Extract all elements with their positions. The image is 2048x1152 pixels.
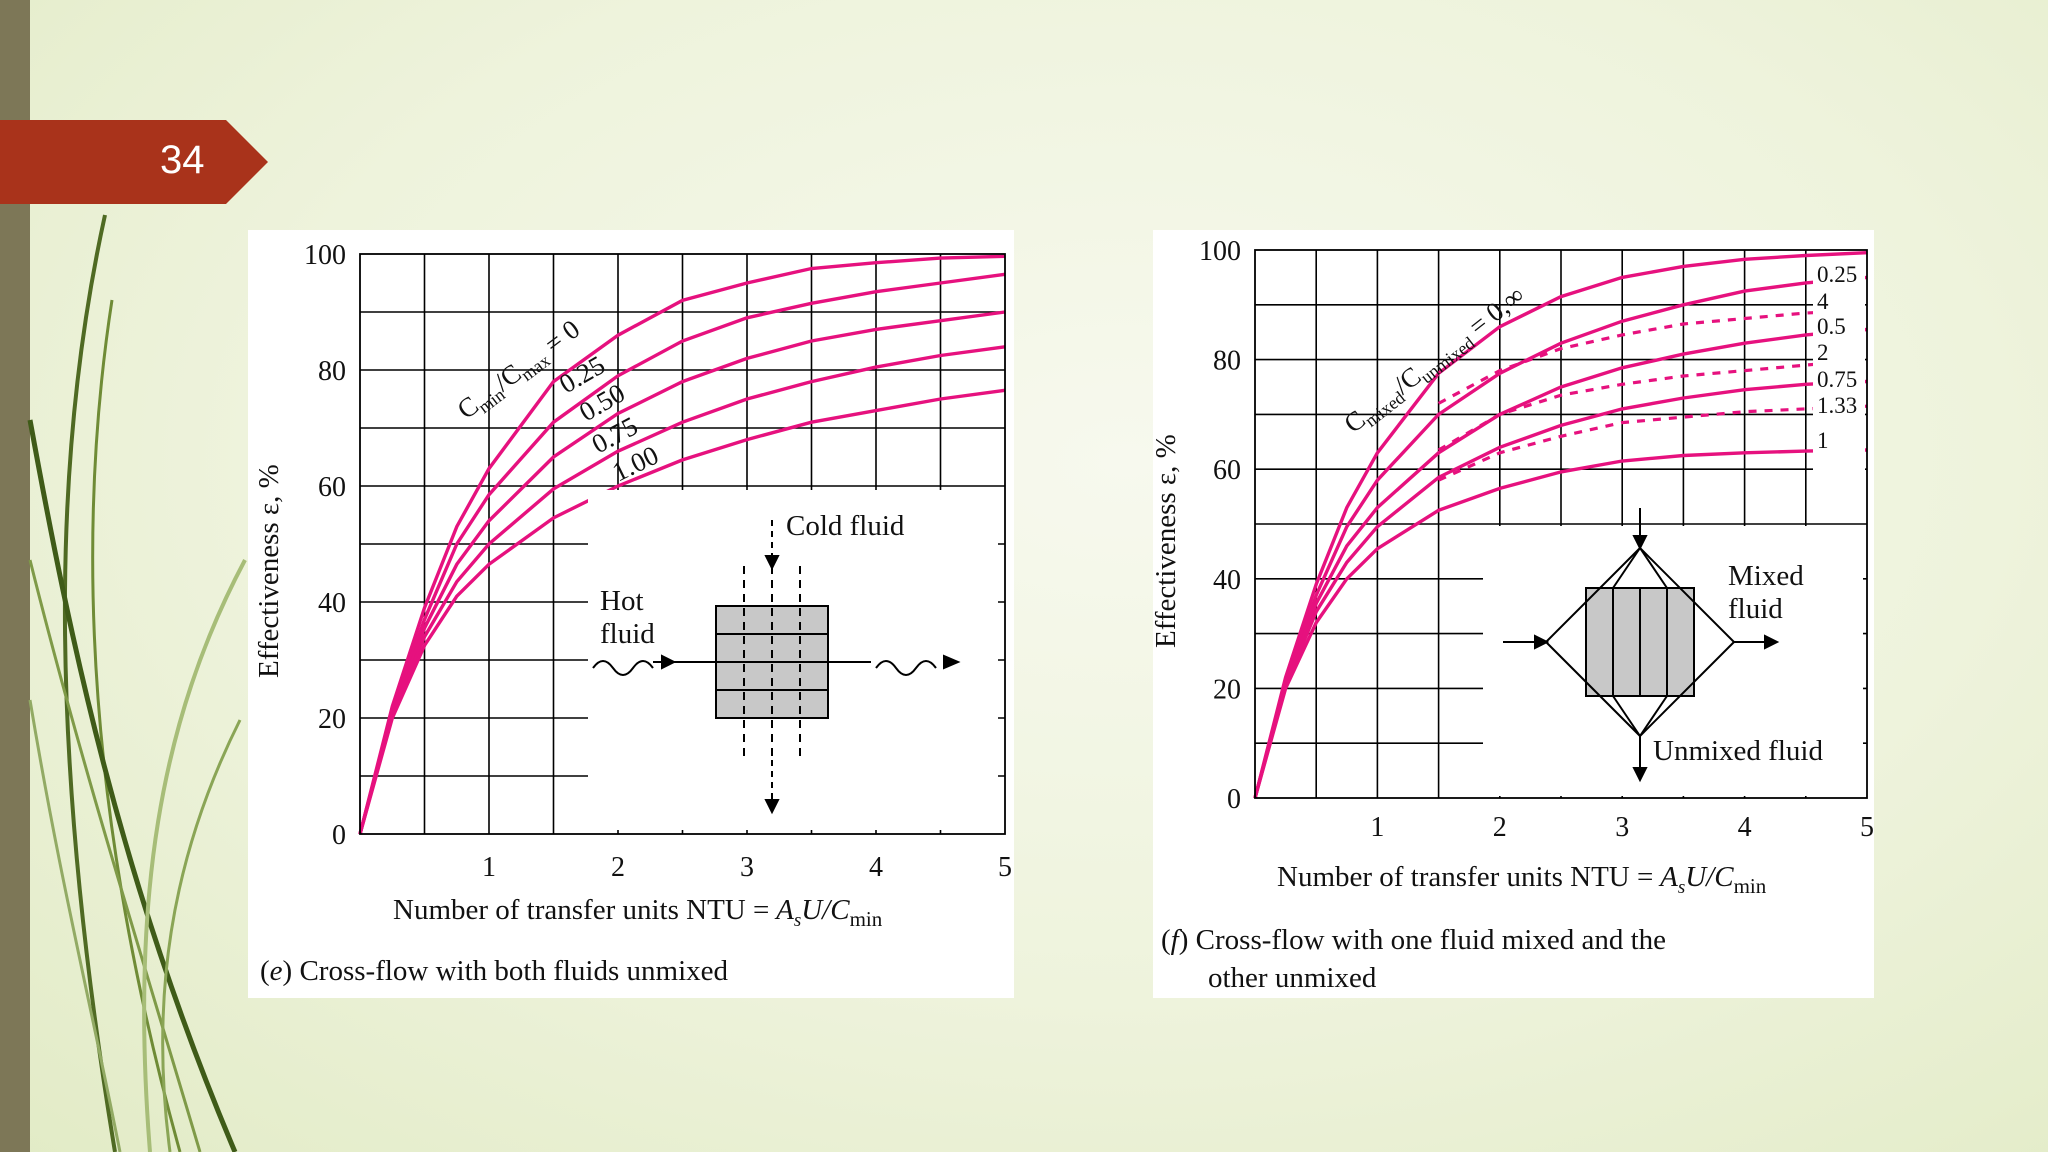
chart-f-series-2 [1437, 308, 1868, 405]
chart-f-label-column-bg [1813, 260, 1865, 500]
chart-f-label-0.5: 0.5 [1817, 314, 1846, 339]
chart-e-axis-frame [359, 253, 1006, 835]
chart-e-xtick: 1 [482, 852, 496, 883]
diagram-f-top-fan-1 [1612, 547, 1641, 589]
chart-e-series-1 [358, 272, 1006, 835]
chart-e-ticks: 1 2 3 4 5 0 20 40 60 80 100 [304, 240, 1012, 883]
chart-e-series-4 [358, 388, 1006, 835]
chart-e-ytick: 80 [318, 356, 346, 387]
chart-f-svg: Mixed fluid Unmixed fluid Cmixed/Cunmixe… [1153, 236, 1874, 994]
chart-f-curves [1253, 251, 1868, 799]
chart-f-xtick: 4 [1738, 812, 1752, 843]
chart-f-series-5 [1253, 379, 1868, 799]
diagram-e-hot-outlet-arrowhead [943, 654, 961, 670]
chart-f-ticks: 1 2 3 4 5 0 20 40 60 80 100 [1199, 236, 1874, 843]
diagram-e-hot-label-line2: fluid [600, 618, 655, 650]
slide-number: 34 [160, 138, 205, 182]
chart-e-svg: Cold fluid Hot fluid Cmin/Cmax = 0 0.25 … [253, 240, 1012, 987]
chart-e-series-3 [358, 345, 1006, 835]
chart-f-axis-frame [1254, 249, 1868, 799]
chart-f-xtick: 5 [1860, 812, 1874, 843]
diagram-f-top-arrowhead [1632, 535, 1648, 551]
chart-f-ytick: 40 [1213, 565, 1241, 596]
diagram-e-crossflow [592, 520, 961, 815]
diagram-f-mixed-label-line1: Mixed [1728, 560, 1804, 592]
chart-f-ytick: 20 [1213, 674, 1241, 705]
diagram-f-bottom-arrowhead [1632, 767, 1648, 783]
chart-f-xtick: 2 [1493, 812, 1507, 843]
chart-f-series-7 [1253, 448, 1868, 799]
chart-e-series-0 [358, 254, 1006, 835]
chart-f-ylabel: Effectiveness ε, % [1153, 434, 1182, 648]
chart-e-xlabel: Number of transfer units NTU = AsU/Cmin [393, 894, 883, 931]
diagram-f-mixed-label-line2: fluid [1728, 593, 1783, 625]
chart-e-ylabel: Effectiveness ε, % [253, 464, 285, 678]
chart-panel-f: Mixed fluid Unmixed fluid Cmixed/Cunmixe… [1153, 230, 1874, 998]
diagram-f-top-fan-2 [1639, 547, 1668, 589]
diagram-f-right-fan-2 [1639, 641, 1735, 737]
diagram-f-crossflow [1503, 508, 1780, 783]
chart-e-caption: (e) Cross-flow with both fluids unmixed [260, 955, 729, 987]
chart-e-series-2 [358, 310, 1006, 835]
chart-f-caption-line1: (f) Cross-flow with one fluid mixed and … [1161, 924, 1666, 956]
chart-e-xtick: 5 [998, 852, 1012, 883]
diagram-e-cold-outlet-arrowhead [764, 799, 780, 815]
chart-e-ytick: 100 [304, 240, 346, 271]
chart-e-ytick: 40 [318, 588, 346, 619]
diagram-e-hot-inlet-wave [592, 660, 654, 676]
chart-f-ytick: 60 [1213, 455, 1241, 486]
diagram-f-right-fan-1 [1639, 547, 1735, 643]
chart-f-xlabel: Number of transfer units NTU = AsU/Cmin [1277, 861, 1767, 898]
chart-f-ytick: 80 [1213, 346, 1241, 377]
diagram-e-hot-inlet-arrowhead [661, 654, 677, 670]
diagram-e-hot-label-line1: Hot [600, 585, 644, 617]
chart-f-label-4: 4 [1817, 289, 1829, 314]
diagram-f-left-fan-2 [1545, 641, 1641, 737]
chart-panel-e: Cold fluid Hot fluid Cmin/Cmax = 0 0.25 … [248, 230, 1014, 998]
chart-f-label-1.33: 1.33 [1817, 393, 1857, 418]
chart-f-caption-line2: other unmixed [1208, 962, 1377, 994]
chart-f-label-0.25: 0.25 [1817, 262, 1857, 287]
diagram-f-right-arrowhead [1764, 634, 1780, 650]
grass-decoration [27, 214, 247, 1152]
diagram-f-left-arrowhead [1534, 634, 1550, 650]
chart-f-label-2: 2 [1817, 340, 1829, 365]
slide-number-badge [0, 120, 268, 204]
diagram-f-unmixed-label: Unmixed fluid [1653, 735, 1823, 767]
chart-f-xtick: 3 [1615, 812, 1629, 843]
chart-f-xtick: 1 [1370, 812, 1384, 843]
chart-f-series-4 [1437, 358, 1868, 452]
chart-f-series-1 [1253, 275, 1868, 799]
chart-e-xtick: 2 [611, 852, 625, 883]
diagram-e-cold-inlet-arrowhead [764, 555, 780, 571]
chart-f-ytick: 0 [1227, 784, 1241, 815]
diagram-f-left-fan-1 [1545, 547, 1641, 643]
chart-e-curves [358, 254, 1006, 835]
chart-e-ytick: 0 [332, 820, 346, 851]
diagram-f-bottom-fan-1 [1612, 695, 1641, 737]
chart-e-xtick: 4 [869, 852, 883, 883]
chart-f-label-0.75: 0.75 [1817, 367, 1857, 392]
chart-e-ytick: 20 [318, 704, 346, 735]
chart-f-series-0 [1253, 251, 1868, 799]
chart-f-ytick: 100 [1199, 236, 1241, 267]
diagram-f-bottom-fan-2 [1639, 695, 1668, 737]
chart-f-label-1: 1 [1817, 428, 1829, 453]
diagram-e-hot-outlet-wave [875, 660, 937, 676]
diagram-e-cold-fluid-label: Cold fluid [786, 510, 905, 542]
chart-e-xtick: 3 [740, 852, 754, 883]
chart-e-ytick: 60 [318, 472, 346, 503]
